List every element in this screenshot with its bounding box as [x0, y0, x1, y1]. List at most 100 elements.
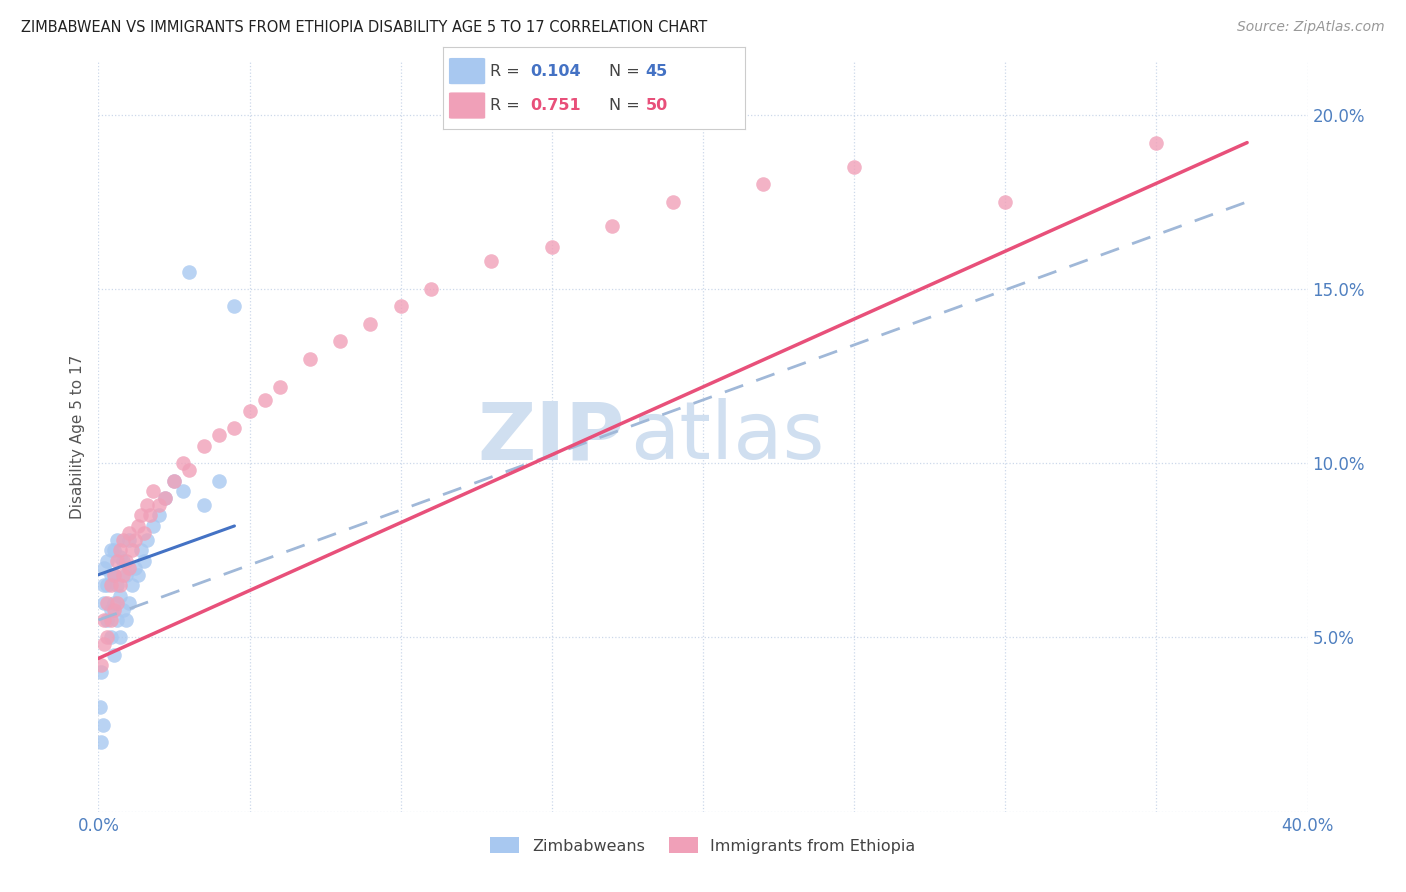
Point — [93, 561, 115, 575]
Point — [224, 299, 246, 313]
Point — [121, 578, 143, 592]
Point — [132, 554, 155, 568]
Point — [108, 631, 131, 645]
Point — [105, 578, 128, 592]
Point — [329, 334, 352, 349]
Point — [114, 613, 136, 627]
Point — [420, 282, 443, 296]
Point — [269, 379, 291, 393]
Point — [114, 554, 136, 568]
Point — [129, 508, 152, 523]
Point — [153, 491, 176, 505]
FancyBboxPatch shape — [449, 58, 485, 84]
Point — [208, 428, 231, 442]
Point — [93, 637, 115, 651]
Point — [93, 578, 115, 592]
Point — [172, 484, 194, 499]
Point — [118, 525, 141, 540]
Point — [100, 602, 122, 616]
Point — [103, 602, 125, 616]
Point — [105, 613, 128, 627]
Point — [142, 484, 165, 499]
Point — [118, 561, 141, 575]
FancyBboxPatch shape — [449, 93, 485, 119]
Point — [540, 240, 562, 254]
Point — [91, 717, 114, 731]
Point — [253, 393, 276, 408]
Point — [96, 613, 118, 627]
Text: 0.751: 0.751 — [530, 98, 581, 113]
Point — [132, 525, 155, 540]
Point — [103, 648, 125, 662]
Point — [114, 567, 136, 582]
Point — [100, 543, 122, 558]
Point — [90, 665, 112, 680]
Point — [100, 631, 122, 645]
Point — [111, 554, 134, 568]
Text: R =: R = — [489, 63, 524, 78]
Point — [193, 498, 215, 512]
Point — [752, 178, 775, 192]
Text: N =: N = — [609, 63, 645, 78]
Point — [193, 439, 215, 453]
Text: 45: 45 — [645, 63, 668, 78]
Point — [172, 456, 194, 470]
Point — [103, 567, 125, 582]
Point — [121, 543, 143, 558]
Y-axis label: Disability Age 5 to 17: Disability Age 5 to 17 — [70, 355, 86, 519]
Point — [93, 613, 115, 627]
Point — [163, 474, 186, 488]
Point — [139, 508, 162, 523]
Point — [129, 543, 152, 558]
Point — [105, 554, 128, 568]
Point — [90, 658, 112, 673]
Point — [142, 519, 165, 533]
Text: Source: ZipAtlas.com: Source: ZipAtlas.com — [1237, 20, 1385, 34]
Point — [96, 596, 118, 610]
Point — [208, 474, 231, 488]
Point — [100, 578, 122, 592]
Point — [105, 596, 128, 610]
Text: ZIMBABWEAN VS IMMIGRANTS FROM ETHIOPIA DISABILITY AGE 5 TO 17 CORRELATION CHART: ZIMBABWEAN VS IMMIGRANTS FROM ETHIOPIA D… — [21, 20, 707, 35]
Point — [111, 602, 134, 616]
Point — [844, 160, 866, 174]
Point — [163, 474, 186, 488]
Point — [148, 498, 170, 512]
Point — [239, 404, 262, 418]
Point — [481, 254, 503, 268]
Point — [179, 264, 201, 278]
Point — [661, 194, 683, 209]
Text: N =: N = — [609, 98, 645, 113]
Point — [1144, 136, 1167, 150]
Point — [124, 561, 146, 575]
Point — [108, 550, 131, 565]
Point — [124, 533, 146, 547]
Point — [127, 519, 149, 533]
Point — [127, 567, 149, 582]
Point — [108, 543, 131, 558]
Point — [153, 491, 176, 505]
Point — [111, 533, 134, 547]
Point — [96, 578, 118, 592]
Point — [179, 463, 201, 477]
Legend: Zimbabweans, Immigrants from Ethiopia: Zimbabweans, Immigrants from Ethiopia — [484, 830, 922, 860]
Point — [135, 533, 157, 547]
Point — [108, 589, 131, 603]
Point — [994, 194, 1017, 209]
Point — [100, 613, 122, 627]
Point — [135, 498, 157, 512]
Point — [105, 533, 128, 547]
Point — [602, 219, 624, 234]
Point — [93, 596, 115, 610]
Text: 50: 50 — [645, 98, 668, 113]
Point — [96, 554, 118, 568]
Text: atlas: atlas — [630, 398, 825, 476]
Point — [103, 567, 125, 582]
Text: 0.104: 0.104 — [530, 63, 581, 78]
Point — [103, 543, 125, 558]
Point — [118, 533, 141, 547]
Point — [224, 421, 246, 435]
Point — [100, 567, 122, 582]
Text: R =: R = — [489, 98, 524, 113]
Point — [111, 567, 134, 582]
